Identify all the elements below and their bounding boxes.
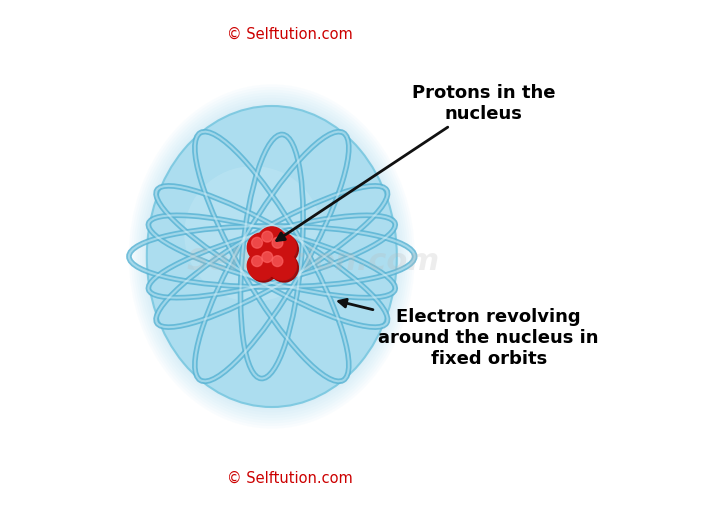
Circle shape — [272, 238, 283, 248]
Circle shape — [262, 251, 273, 263]
Circle shape — [249, 253, 278, 282]
Ellipse shape — [138, 95, 406, 418]
Text: Protons in the
nucleus: Protons in the nucleus — [277, 84, 555, 241]
Ellipse shape — [184, 166, 322, 302]
Circle shape — [249, 235, 278, 264]
Text: Selftution.com: Selftution.com — [186, 247, 439, 276]
Circle shape — [251, 255, 263, 267]
Ellipse shape — [133, 90, 410, 423]
Circle shape — [270, 253, 298, 282]
Circle shape — [268, 233, 296, 262]
Ellipse shape — [147, 106, 397, 407]
Ellipse shape — [140, 98, 404, 415]
Ellipse shape — [131, 87, 412, 426]
Circle shape — [270, 235, 298, 264]
Circle shape — [247, 233, 276, 262]
Circle shape — [262, 231, 273, 242]
Circle shape — [272, 255, 283, 267]
Circle shape — [268, 251, 296, 280]
Circle shape — [258, 227, 286, 255]
Ellipse shape — [129, 84, 415, 429]
Circle shape — [258, 247, 286, 276]
Circle shape — [260, 249, 288, 278]
Text: © Selftution.com: © Selftution.com — [227, 27, 352, 42]
Ellipse shape — [145, 103, 399, 410]
Text: © Selftution.com: © Selftution.com — [227, 471, 352, 486]
Text: Electron revolving
around the nucleus in
fixed orbits: Electron revolving around the nucleus in… — [339, 300, 599, 368]
Circle shape — [251, 238, 263, 248]
Circle shape — [247, 251, 276, 280]
Ellipse shape — [142, 101, 402, 412]
Ellipse shape — [135, 92, 408, 421]
Circle shape — [260, 229, 288, 258]
